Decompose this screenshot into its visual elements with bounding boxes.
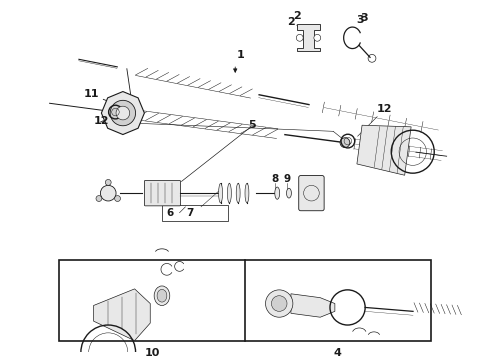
Text: 9: 9 (283, 175, 291, 184)
Circle shape (340, 138, 350, 148)
Ellipse shape (236, 183, 240, 203)
FancyBboxPatch shape (299, 176, 324, 211)
Text: 4: 4 (334, 348, 342, 359)
Text: 10: 10 (145, 348, 160, 359)
Text: 6: 6 (167, 208, 174, 218)
Polygon shape (297, 24, 320, 51)
Ellipse shape (245, 183, 249, 203)
Polygon shape (94, 289, 150, 341)
Ellipse shape (275, 187, 280, 199)
Polygon shape (101, 91, 145, 135)
Bar (59, 260, 431, 341)
Ellipse shape (287, 188, 292, 198)
Circle shape (271, 296, 287, 311)
Text: 2: 2 (287, 17, 295, 27)
Text: 8: 8 (271, 175, 279, 184)
Text: 11: 11 (84, 89, 99, 99)
Circle shape (266, 290, 293, 317)
Text: 5: 5 (248, 120, 256, 130)
Circle shape (115, 195, 121, 202)
Polygon shape (357, 125, 411, 175)
Circle shape (116, 106, 130, 120)
Circle shape (96, 195, 102, 202)
Circle shape (296, 35, 303, 41)
Text: 7: 7 (186, 208, 194, 218)
Circle shape (105, 180, 111, 185)
Circle shape (314, 35, 321, 41)
Ellipse shape (227, 183, 231, 203)
FancyBboxPatch shape (145, 180, 180, 206)
Polygon shape (291, 294, 335, 317)
Ellipse shape (154, 286, 170, 306)
Text: 3: 3 (360, 13, 368, 23)
Text: 3: 3 (356, 15, 364, 25)
Text: 12: 12 (377, 104, 392, 114)
Text: 1: 1 (237, 50, 245, 60)
Text: 12: 12 (94, 116, 109, 126)
Bar (162, 205, 228, 221)
Circle shape (110, 100, 136, 126)
Ellipse shape (157, 289, 167, 302)
Text: 2: 2 (293, 11, 301, 21)
Circle shape (100, 185, 116, 201)
Ellipse shape (219, 183, 222, 203)
